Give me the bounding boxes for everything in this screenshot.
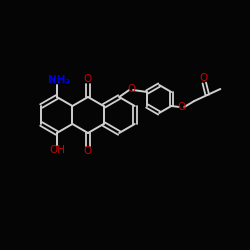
Text: OH: OH	[50, 145, 66, 155]
Text: O: O	[127, 84, 135, 94]
Text: O: O	[84, 74, 92, 84]
Text: O: O	[199, 73, 207, 83]
Text: NH₂: NH₂	[48, 75, 70, 85]
Text: O: O	[177, 102, 186, 112]
Text: O: O	[84, 146, 92, 156]
